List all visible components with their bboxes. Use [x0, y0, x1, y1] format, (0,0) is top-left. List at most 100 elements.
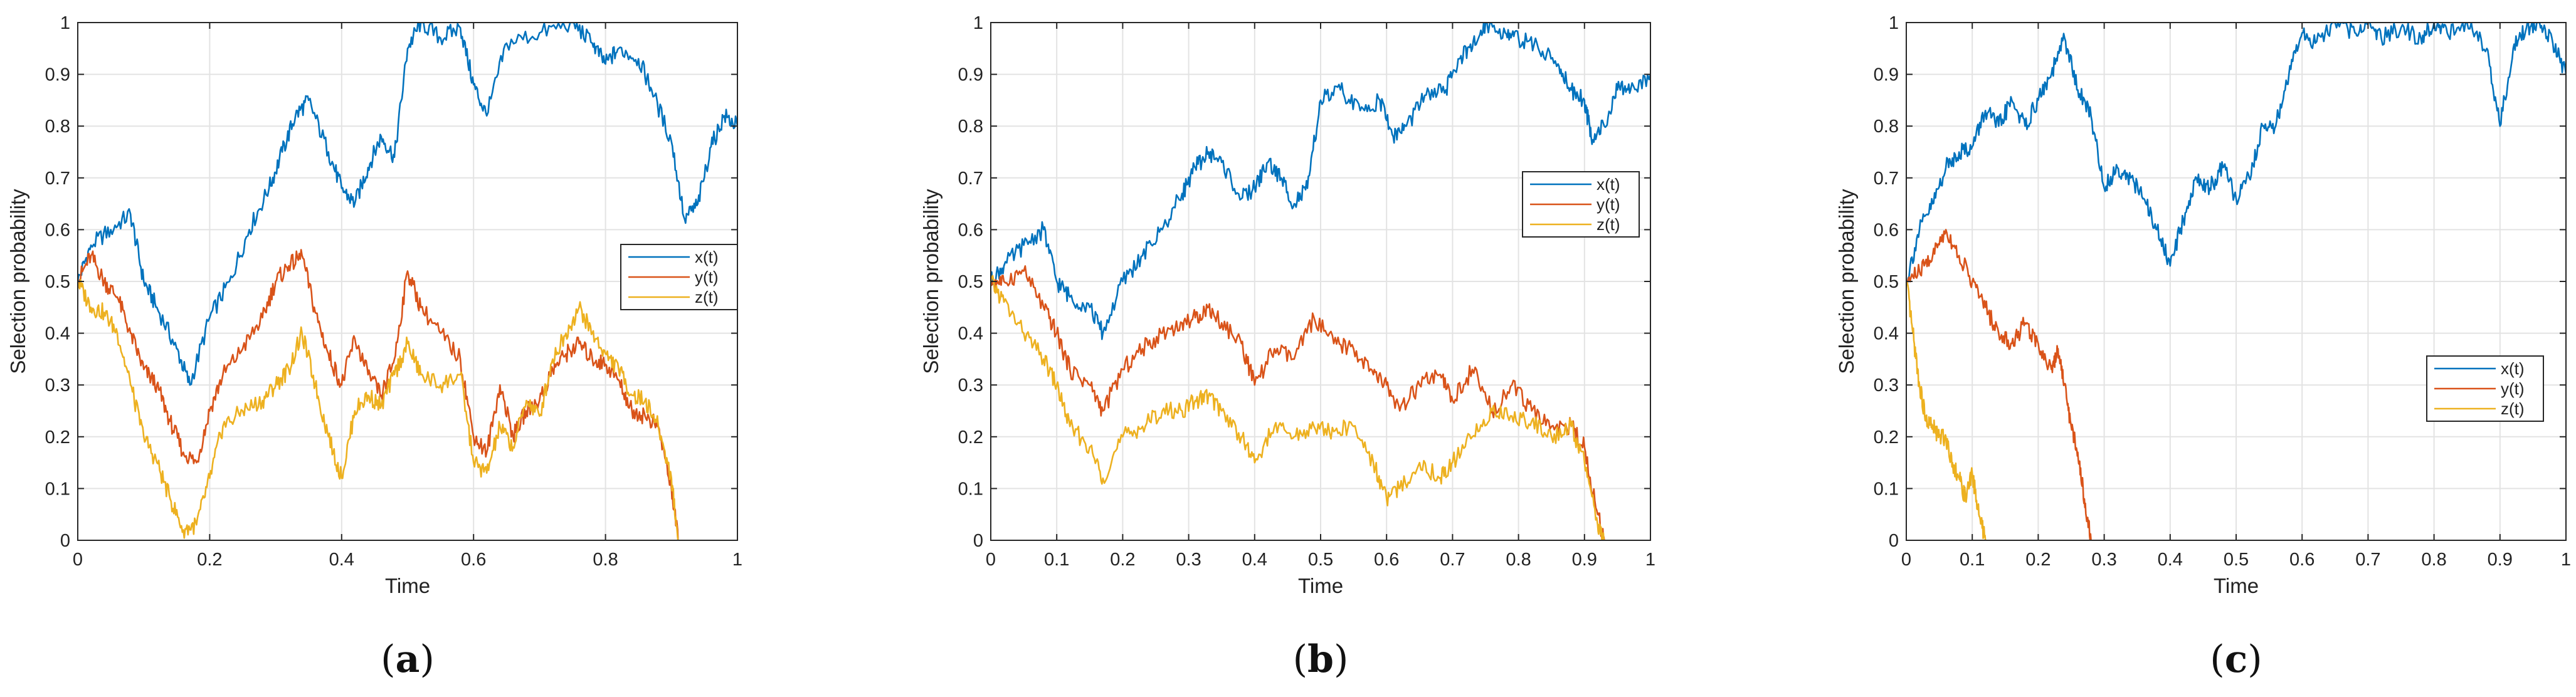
- y-tick-label: 0.3: [958, 375, 983, 396]
- legend-entry-y(t): y(t): [695, 268, 719, 286]
- x-tick-label: 0.3: [2091, 550, 2116, 570]
- y-axis-label: Selection probability: [1835, 189, 1858, 374]
- series-line-x(t): [78, 22, 737, 386]
- y-tick-label: 0.4: [958, 324, 983, 344]
- y-tick-label: 0.5: [45, 272, 70, 292]
- y-tick-label: 0.2: [45, 427, 70, 448]
- x-tick-label: 0.4: [329, 550, 354, 570]
- y-tick-label: 0.5: [958, 272, 983, 292]
- series-group: [78, 22, 737, 541]
- y-tick-label: 1: [60, 13, 70, 33]
- series-line-z(t): [991, 275, 1605, 541]
- y-tick-label: 0.2: [958, 427, 983, 448]
- y-axis-label: Selection probability: [6, 189, 29, 374]
- y-tick-label: 0.7: [1874, 169, 1899, 189]
- x-tick-label: 0.9: [2488, 550, 2513, 570]
- x-tick-label: 0.8: [593, 550, 618, 570]
- x-tick-label: 0.8: [1506, 550, 1531, 570]
- x-axis-label: Time: [2214, 574, 2259, 597]
- x-tick-label: 0.7: [2355, 550, 2380, 570]
- caption-letter: c: [2225, 637, 2248, 681]
- y-tick-label: 0: [60, 531, 70, 551]
- legend-entry-x(t): x(t): [1597, 175, 1620, 194]
- series-line-x(t): [1906, 22, 2566, 286]
- legend-entry-x(t): x(t): [2501, 359, 2525, 378]
- legend-entry-y(t): y(t): [1597, 195, 1620, 214]
- legend-entry-y(t): y(t): [2501, 379, 2525, 398]
- x-axis-label: Time: [1298, 574, 1343, 597]
- y-tick-label: 0.4: [1874, 324, 1899, 344]
- caption-open-paren: (: [381, 637, 395, 681]
- caption-letter: b: [1307, 637, 1334, 681]
- series-line-y(t): [78, 249, 679, 541]
- y-tick-label: 0.7: [958, 169, 983, 189]
- y-tick-label: 0: [1889, 531, 1899, 551]
- y-axis-label: Selection probability: [919, 189, 942, 374]
- y-tick-label: 0.9: [958, 65, 983, 85]
- y-tick-label: 0.3: [45, 375, 70, 396]
- series-group: [1906, 22, 2566, 541]
- x-tick-label: 0.4: [1242, 550, 1267, 570]
- series-line-z(t): [78, 279, 679, 541]
- x-tick-label: 0.6: [461, 550, 486, 570]
- x-tick-label: 0.8: [2421, 550, 2446, 570]
- x-tick-label: 0.5: [1308, 550, 1333, 570]
- x-tick-label: 0.5: [2224, 550, 2249, 570]
- series-line-x(t): [991, 22, 1650, 340]
- legend: x(t)y(t)z(t): [2426, 355, 2544, 422]
- panel-caption: (a): [381, 637, 435, 681]
- y-tick-label: 1: [973, 13, 983, 33]
- x-tick-label: 0.7: [1440, 550, 1465, 570]
- x-tick-label: 0: [73, 550, 83, 570]
- y-tick-label: 0.1: [958, 479, 983, 499]
- y-tick-label: 0: [973, 531, 983, 551]
- x-tick-label: 0: [1901, 550, 1911, 570]
- chart-panel-0: 0 0.1 0.2 0.3 0.4 0.5 0.6 0.7 0.8 0.9 1 0 0.2 0.4 0.6 0…: [6, 13, 742, 681]
- caption-close-paren: ): [420, 637, 434, 681]
- x-axis-label: Time: [385, 574, 430, 597]
- y-tick-label: 0.9: [45, 65, 70, 85]
- panel-caption: (c): [2210, 637, 2262, 681]
- y-tick-label: 0.4: [45, 324, 70, 344]
- series-group: [991, 22, 1650, 541]
- legend-entry-x(t): x(t): [695, 248, 719, 266]
- series-line-y(t): [1906, 229, 2092, 541]
- series-line-y(t): [991, 265, 1605, 541]
- x-tick-label: 0.6: [2289, 550, 2315, 570]
- chart-panel-2: 0 0.1 0.2 0.3 0.4 0.5 0.6 0.7 0.8 0.9 1 0 0.1 0.2 0.3 0…: [1835, 13, 2571, 681]
- chart-panel-1: 0 0.1 0.2 0.3 0.4 0.5 0.6 0.7 0.8 0.9 1 0 0.1 0.2 0.3 0…: [919, 13, 1655, 681]
- y-tick-label: 0.6: [1874, 220, 1899, 240]
- caption-close-paren: ): [2247, 637, 2262, 681]
- y-tick-label: 0.2: [1874, 427, 1899, 448]
- legend: x(t) y(t) z(t): [620, 244, 738, 310]
- x-tick-label: 0: [986, 550, 996, 570]
- x-tick-label: 0.1: [1044, 550, 1069, 570]
- panel-caption: (b): [1293, 637, 1349, 681]
- y-tick-label: 0.1: [45, 479, 70, 499]
- legend: x(t)y(t)z(t): [1522, 171, 1640, 238]
- y-tick-label: 0.6: [958, 220, 983, 240]
- series-line-z(t): [1906, 281, 1987, 541]
- x-tick-label: 0.3: [1176, 550, 1201, 570]
- x-tick-label: 0.2: [2025, 550, 2051, 570]
- y-tick-label: 0.6: [45, 220, 70, 240]
- legend-entry-z(t): z(t): [2501, 399, 2525, 418]
- x-tick-label: 1: [732, 550, 742, 570]
- x-tick-label: 0.2: [197, 550, 222, 570]
- x-tick-label: 0.9: [1572, 550, 1597, 570]
- y-tick-label: 0.7: [45, 169, 70, 189]
- y-tick-label: 0.3: [1874, 375, 1899, 396]
- y-tick-label: 1: [1889, 13, 1899, 33]
- x-tick-label: 0.2: [1110, 550, 1135, 570]
- legend-entry-z(t): z(t): [1597, 215, 1620, 234]
- y-tick-label: 0.8: [45, 117, 70, 137]
- legend-entry-z(t): z(t): [695, 288, 719, 307]
- caption-open-paren: (: [2210, 637, 2224, 681]
- y-tick-label: 0.8: [1874, 117, 1899, 137]
- x-tick-label: 1: [2561, 550, 2571, 570]
- x-tick-label: 0.6: [1374, 550, 1399, 570]
- x-tick-label: 1: [1645, 550, 1655, 570]
- caption-open-paren: (: [1293, 637, 1307, 681]
- x-tick-label: 0.1: [1960, 550, 1985, 570]
